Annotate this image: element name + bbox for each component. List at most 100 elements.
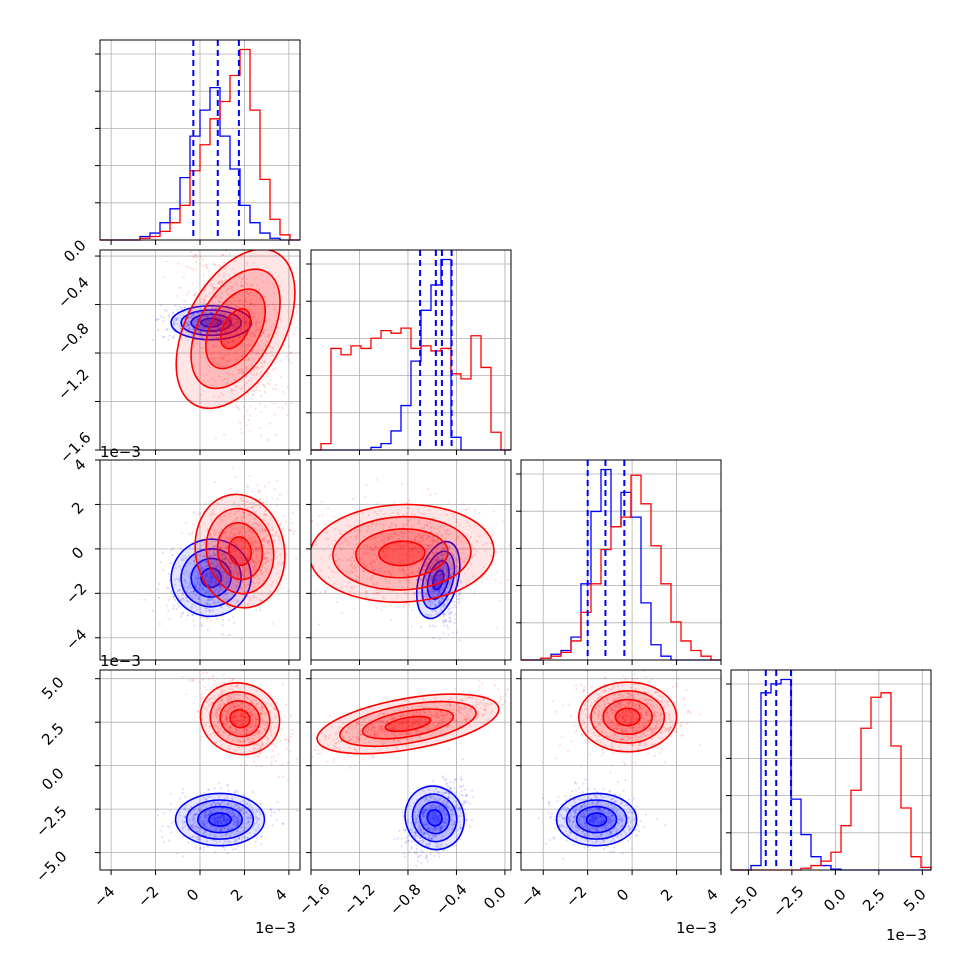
scatter-point bbox=[193, 253, 197, 256]
scatter-point bbox=[157, 318, 160, 321]
scatter-point bbox=[200, 307, 203, 310]
scatter-point bbox=[197, 572, 200, 575]
scatter-point bbox=[210, 316, 213, 320]
scatter-point bbox=[205, 318, 208, 321]
scatter-point bbox=[231, 848, 235, 851]
scatter-point bbox=[237, 300, 241, 303]
hist-3-frame bbox=[730, 669, 932, 871]
scatter-point bbox=[243, 315, 246, 318]
scatter-point bbox=[429, 493, 432, 497]
scatter-point bbox=[166, 328, 169, 332]
scatter-point bbox=[241, 318, 244, 321]
scatter-point bbox=[257, 382, 260, 385]
scatter-point bbox=[162, 336, 165, 339]
scatter-point bbox=[273, 291, 276, 294]
scatter-point bbox=[239, 555, 242, 558]
scatter-point bbox=[257, 328, 261, 331]
scatter-point bbox=[192, 323, 195, 326]
scatter-point bbox=[184, 214, 186, 216]
scatter-point bbox=[203, 849, 206, 852]
scatter-point bbox=[235, 313, 238, 316]
scatter-point bbox=[214, 307, 217, 310]
scatter-point bbox=[282, 390, 285, 393]
scatter-point bbox=[160, 304, 163, 307]
scatter-point bbox=[220, 365, 224, 368]
scatter-point bbox=[206, 628, 209, 632]
scatter-point bbox=[247, 357, 251, 360]
scatter-point bbox=[454, 618, 457, 621]
scatter-point bbox=[165, 604, 168, 607]
scatter-point bbox=[225, 554, 228, 557]
scatter-point bbox=[224, 581, 227, 584]
scatter-point bbox=[219, 327, 222, 330]
scatter-point bbox=[201, 327, 204, 330]
scatter-point bbox=[429, 624, 432, 628]
scatter-point bbox=[215, 321, 218, 324]
scatter-point bbox=[302, 522, 304, 524]
scatter-point bbox=[259, 426, 262, 430]
scatter-point bbox=[211, 314, 214, 317]
scatter-point bbox=[215, 322, 219, 325]
scatter-point bbox=[292, 333, 295, 336]
scatter-point bbox=[279, 587, 282, 590]
scatter-point bbox=[205, 308, 208, 311]
scatter-point bbox=[273, 413, 276, 416]
scatter-point bbox=[203, 602, 206, 605]
scatter-point bbox=[244, 375, 247, 378]
scatter-point bbox=[204, 323, 207, 326]
scatter-point bbox=[235, 332, 238, 335]
scatter-point bbox=[199, 579, 202, 582]
scatter-point bbox=[233, 378, 236, 381]
scatter-point bbox=[272, 387, 275, 390]
scatter-point bbox=[193, 624, 196, 627]
scatter-point bbox=[290, 529, 293, 533]
scatter-point bbox=[212, 278, 215, 281]
scatter-point bbox=[170, 590, 173, 594]
scatter-point bbox=[230, 344, 233, 347]
scatter-point bbox=[233, 328, 236, 331]
scatter-point bbox=[317, 623, 321, 626]
scatter-point bbox=[258, 390, 261, 393]
scatter-point bbox=[333, 515, 336, 518]
scatter-point bbox=[443, 601, 446, 604]
scatter-point bbox=[217, 281, 220, 284]
scatter-point bbox=[259, 371, 262, 374]
scatter-point bbox=[240, 561, 243, 565]
scatter-point bbox=[240, 545, 243, 548]
scatter-point bbox=[448, 616, 451, 620]
scatter-point bbox=[197, 513, 200, 516]
scatter-point bbox=[167, 586, 170, 589]
scatter-point bbox=[171, 312, 174, 315]
scatter-point bbox=[205, 216, 207, 218]
scatter-point bbox=[221, 378, 225, 382]
scatter-point bbox=[247, 392, 250, 395]
scatter-point bbox=[238, 293, 241, 296]
scatter-point bbox=[181, 321, 184, 324]
scatter-point bbox=[208, 366, 211, 369]
scatter-point bbox=[221, 618, 224, 621]
scatter-point bbox=[204, 320, 207, 323]
scatter-point bbox=[221, 300, 224, 304]
scatter-point bbox=[281, 406, 284, 409]
scatter-point bbox=[259, 802, 263, 805]
scatter-point bbox=[205, 315, 208, 318]
scatter-point bbox=[217, 281, 220, 284]
scatter-point bbox=[232, 397, 235, 400]
scatter-point bbox=[211, 307, 214, 310]
scatter-point bbox=[228, 308, 231, 311]
scatter-point bbox=[221, 320, 224, 323]
scatter-point bbox=[239, 552, 242, 556]
scatter-point bbox=[242, 345, 245, 348]
scatter-point bbox=[448, 501, 451, 504]
scatter-point bbox=[237, 322, 241, 325]
scatter-point bbox=[214, 323, 217, 327]
scatter-point bbox=[266, 305, 270, 308]
scatter-point bbox=[222, 253, 225, 256]
scatter-point bbox=[290, 361, 293, 364]
scatter-point bbox=[408, 603, 411, 606]
scatter-point bbox=[235, 491, 238, 494]
scatter-point bbox=[155, 318, 158, 321]
scatter-point bbox=[226, 330, 230, 333]
scatter-point bbox=[235, 305, 238, 308]
scatter-point bbox=[175, 577, 178, 580]
